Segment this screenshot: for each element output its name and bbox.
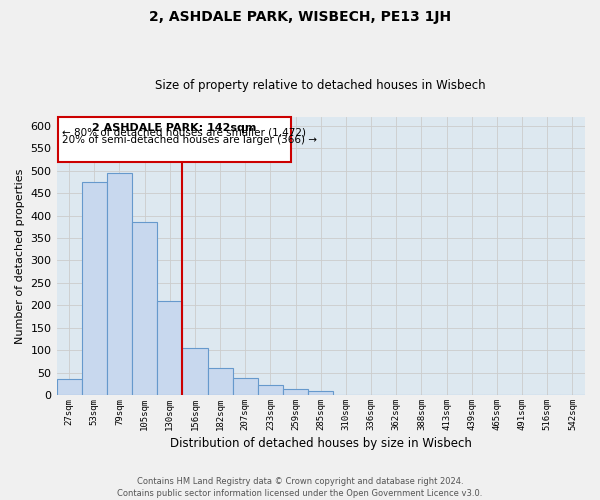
Bar: [56, 380, 82, 395]
Bar: [308, 390, 334, 395]
Bar: [82, 182, 107, 395]
Bar: [58, 117, 290, 162]
Text: 2 ASHDALE PARK: 142sqm: 2 ASHDALE PARK: 142sqm: [92, 122, 256, 132]
Text: 20% of semi-detached houses are larger (366) →: 20% of semi-detached houses are larger (…: [62, 134, 317, 144]
Y-axis label: Number of detached properties: Number of detached properties: [15, 168, 25, 344]
Bar: [233, 378, 258, 395]
Text: ← 80% of detached houses are smaller (1,472): ← 80% of detached houses are smaller (1,…: [62, 128, 305, 138]
Bar: [208, 368, 233, 395]
Text: Contains HM Land Registry data © Crown copyright and database right 2024.
Contai: Contains HM Land Registry data © Crown c…: [118, 476, 482, 498]
Bar: [182, 348, 208, 395]
Bar: [258, 385, 283, 395]
Bar: [132, 222, 157, 395]
Bar: [107, 173, 132, 395]
X-axis label: Distribution of detached houses by size in Wisbech: Distribution of detached houses by size …: [170, 437, 472, 450]
Text: 2, ASHDALE PARK, WISBECH, PE13 1JH: 2, ASHDALE PARK, WISBECH, PE13 1JH: [149, 10, 451, 24]
Bar: [157, 301, 182, 395]
Title: Size of property relative to detached houses in Wisbech: Size of property relative to detached ho…: [155, 79, 486, 92]
Bar: [283, 389, 308, 395]
